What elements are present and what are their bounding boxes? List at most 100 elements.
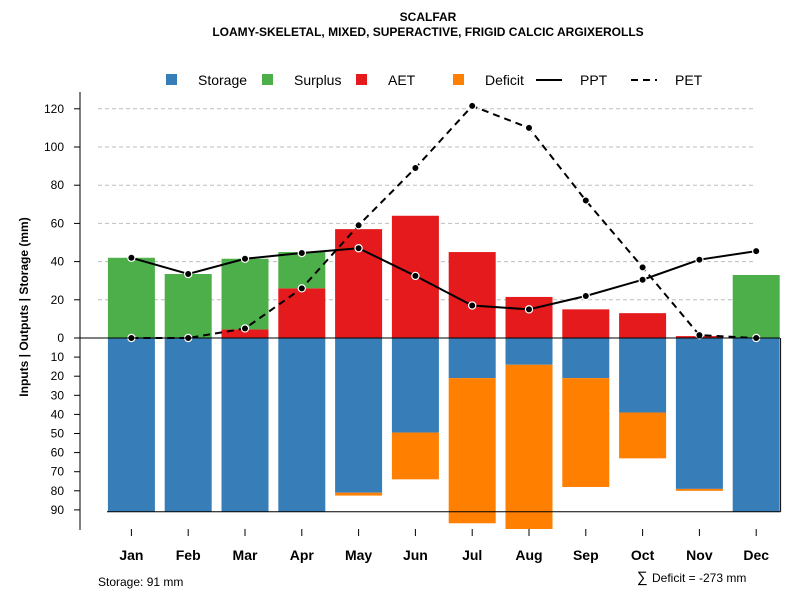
y-axis-label: Inputs | Outputs | Storage (mm): [17, 217, 31, 396]
bar-aet-apr: [278, 288, 326, 338]
y-tick-label-upper-20: 20: [51, 293, 65, 307]
x-tick-label-feb: Feb: [176, 547, 201, 563]
bar-deficit-oct: [619, 412, 667, 459]
point-ppt-mar: [240, 254, 250, 263]
x-tick-label-jan: Jan: [119, 547, 143, 563]
y-tick-label-upper-60: 60: [51, 216, 65, 230]
chart-subtitle: LOAMY-SKELETAL, MIXED, SUPERACTIVE, FRIG…: [212, 25, 643, 39]
line-layer: [127, 101, 761, 343]
deficit-sum-symbol: ∑: [637, 569, 648, 586]
axes-layer: 0 20 40 60 80 100 120 10 20 30 40 50 60 70 80 90 Jan Feb M…: [44, 92, 782, 563]
y-tick-label-upper-0: 0: [57, 331, 64, 345]
y-tick-label-lower-80: 80: [51, 484, 65, 498]
legend-swatch-surplus: [262, 74, 273, 85]
point-ppt-sep: [581, 291, 591, 301]
y-tick-label-lower-30: 30: [51, 388, 65, 402]
bar-surplus-dec: [732, 274, 780, 338]
bar-storage-jan: [107, 338, 155, 512]
chart-legend: Storage Surplus AET Deficit PPT PET: [166, 72, 703, 88]
point-pet-aug: [524, 123, 534, 133]
bar-deficit-may: [335, 492, 383, 496]
bar-storage-oct: [619, 338, 667, 413]
x-tick-label-dec: Dec: [743, 547, 769, 563]
bar-deficit-sep: [562, 378, 610, 487]
legend-swatch-aet: [356, 74, 367, 85]
point-ppt-apr: [297, 248, 306, 258]
bar-surplus-mar: [221, 258, 269, 330]
point-ppt-oct: [638, 275, 647, 284]
legend-label-aet: AET: [388, 72, 416, 88]
x-tick-label-jul: Jul: [462, 547, 482, 563]
bar-storage-aug: [505, 338, 553, 365]
x-tick-label-jun: Jun: [403, 547, 428, 563]
y-tick-label-lower-40: 40: [51, 407, 65, 421]
point-ppt-may: [354, 244, 363, 253]
deficit-footnote: Deficit = -273 mm: [652, 571, 746, 585]
bar-deficit-jul: [448, 378, 496, 524]
bar-storage-may: [335, 338, 383, 493]
point-ppt-jul: [468, 301, 477, 310]
point-pet-may: [354, 221, 363, 230]
bar-storage-nov: [675, 338, 723, 489]
bar-deficit-nov: [675, 488, 723, 491]
line-pet: [131, 104, 757, 339]
y-tick-label-lower-50: 50: [51, 427, 65, 441]
point-pet-mar: [240, 324, 250, 333]
x-tick-label-nov: Nov: [686, 547, 713, 563]
y-tick-label-upper-40: 40: [51, 255, 65, 269]
bar-layer: [107, 215, 780, 529]
bar-deficit-jun: [391, 432, 439, 480]
chart-title: SCALFAR: [400, 10, 457, 24]
point-ppt-jan: [127, 253, 136, 262]
legend-label-storage: Storage: [198, 72, 247, 88]
bar-surplus-feb: [164, 274, 212, 338]
y-tick-label-upper-100: 100: [44, 140, 64, 154]
x-tick-label-mar: Mar: [233, 547, 258, 563]
bar-deficit-aug: [505, 364, 553, 529]
bar-aet-aug: [505, 296, 553, 338]
line-ppt: [131, 247, 757, 311]
point-pet-jun: [411, 163, 420, 173]
bar-storage-dec: [732, 338, 780, 512]
x-tick-label-sep: Sep: [573, 547, 599, 563]
point-ppt-dec: [752, 246, 761, 256]
bar-storage-jul: [448, 338, 496, 379]
legend-swatch-deficit: [453, 74, 464, 85]
point-ppt-nov: [695, 255, 704, 264]
legend-label-pet: PET: [675, 72, 703, 88]
point-pet-jul: [468, 101, 477, 111]
bar-storage-mar: [221, 338, 269, 512]
y-tick-label-lower-20: 20: [51, 369, 65, 383]
storage-footnote: Storage: 91 mm: [98, 575, 183, 589]
bar-aet-jul: [448, 252, 496, 338]
point-pet-sep: [581, 196, 591, 205]
y-tick-label-upper-120: 120: [44, 102, 64, 116]
y-tick-label-lower-10: 10: [51, 350, 65, 364]
legend-label-surplus: Surplus: [294, 72, 341, 88]
point-pet-oct: [638, 263, 647, 272]
legend-label-ppt: PPT: [580, 72, 608, 88]
y-tick-label-lower-70: 70: [51, 465, 65, 479]
y-tick-label-lower-60: 60: [51, 446, 65, 460]
legend-label-deficit: Deficit: [485, 72, 524, 88]
x-tick-label-aug: Aug: [515, 547, 542, 563]
point-ppt-aug: [524, 305, 534, 314]
legend-swatch-storage: [166, 74, 177, 85]
y-tick-label-upper-80: 80: [51, 178, 65, 192]
point-ppt-feb: [183, 269, 193, 279]
y-tick-label-lower-90: 90: [51, 503, 65, 517]
bar-storage-feb: [164, 338, 212, 512]
point-pet-nov: [695, 330, 704, 340]
x-tick-label-apr: Apr: [290, 547, 315, 563]
x-tick-label-may: May: [345, 547, 372, 563]
point-pet-apr: [297, 284, 306, 293]
bar-surplus-jan: [107, 257, 155, 338]
bar-aet-mar: [221, 329, 269, 338]
bar-storage-jun: [391, 338, 439, 433]
bar-aet-sep: [562, 309, 610, 338]
point-ppt-jun: [411, 271, 420, 281]
bar-storage-apr: [278, 338, 326, 512]
x-tick-label-oct: Oct: [631, 547, 655, 563]
bar-storage-sep: [562, 338, 610, 379]
